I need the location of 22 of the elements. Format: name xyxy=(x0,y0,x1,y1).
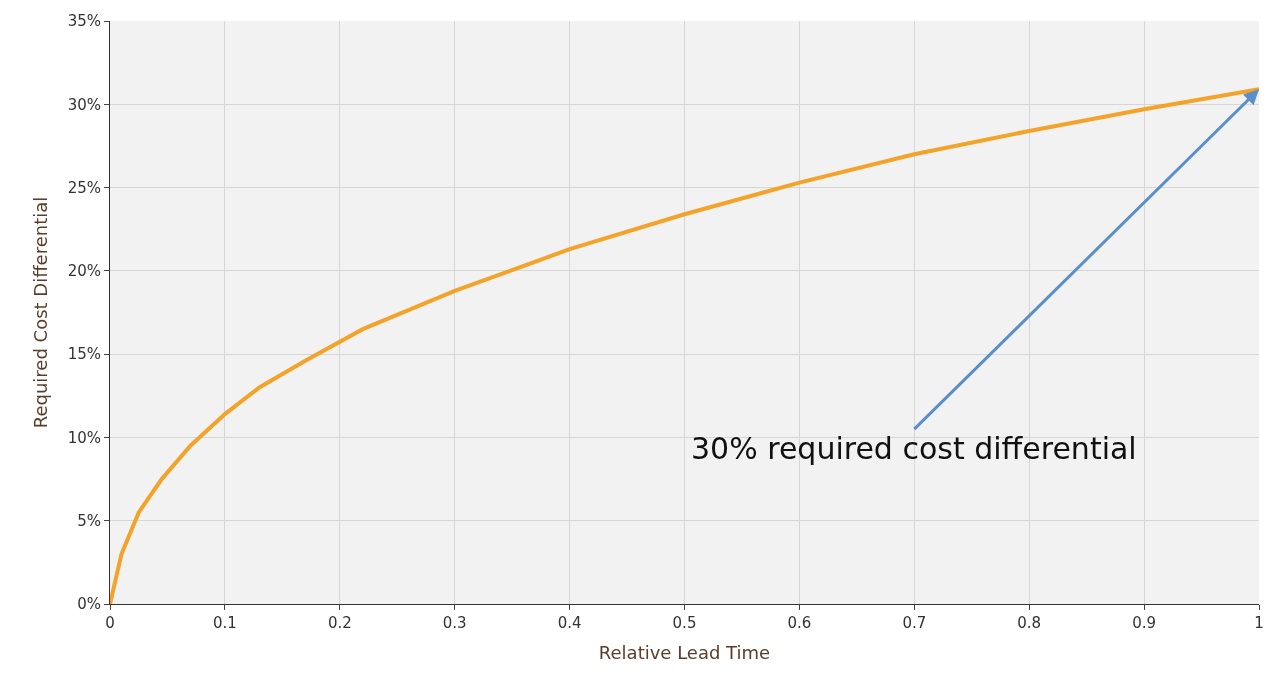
x-tick-label: 0.4 xyxy=(557,614,582,632)
x-tick-label: 0.6 xyxy=(787,614,812,632)
x-tick-label: 0.3 xyxy=(442,614,467,632)
y-tick-label: 15% xyxy=(67,345,101,364)
x-tick-label: 0.2 xyxy=(327,614,352,632)
x-tick-label: 0 xyxy=(105,614,115,632)
y-tick-label: 10% xyxy=(67,428,101,447)
x-tick-label: 1 xyxy=(1254,614,1264,632)
y-tick-label: 30% xyxy=(67,95,101,114)
y-tick-label: 5% xyxy=(77,511,101,530)
x-tick-label: 0.1 xyxy=(212,614,237,632)
y-tick-label: 0% xyxy=(77,595,101,614)
y-tick-label: 25% xyxy=(67,178,101,197)
x-tick-label: 0.8 xyxy=(1017,614,1042,632)
x-tick-label: 0.7 xyxy=(902,614,927,632)
x-tick-label: 0.5 xyxy=(672,614,697,632)
x-tick-label: 0.9 xyxy=(1132,614,1157,632)
y-tick-label: 35% xyxy=(67,12,101,31)
y-axis-title: Required Cost Differential xyxy=(29,196,51,429)
annotation: 30% required cost differential xyxy=(691,431,1137,466)
y-tick-label: 20% xyxy=(67,262,101,281)
x-axis-title: Relative Lead Time xyxy=(598,642,771,664)
